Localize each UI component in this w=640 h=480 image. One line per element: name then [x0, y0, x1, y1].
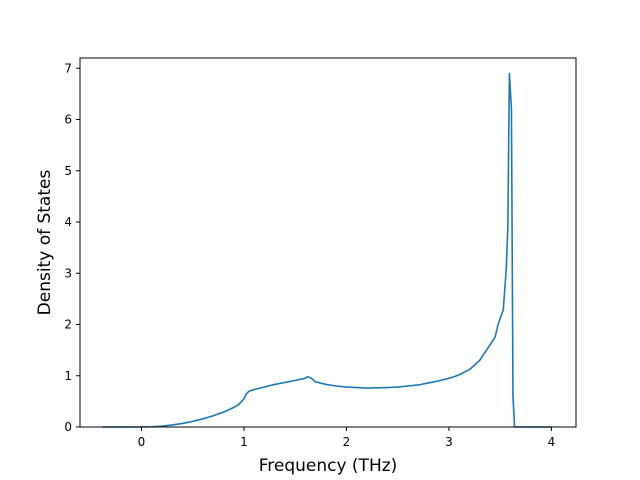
x-tick-label: 0: [138, 435, 146, 449]
dos-series-line: [102, 72, 552, 428]
y-tick-label: 1: [64, 369, 72, 383]
x-tick-label: 3: [445, 435, 453, 449]
x-tick-label: 2: [343, 435, 351, 449]
y-tick-label: 3: [64, 266, 72, 280]
axes-frame: [79, 57, 577, 428]
y-tick-label: 2: [64, 318, 72, 332]
plot-area: [102, 72, 552, 428]
x-axis-ticks: 0 1 2 3 4: [138, 427, 556, 449]
y-tick-label: 7: [64, 61, 72, 75]
y-tick-label: 0: [64, 420, 72, 434]
x-tick-label: 4: [548, 435, 556, 449]
x-tick-label: 1: [240, 435, 248, 449]
y-tick-label: 6: [64, 113, 72, 127]
y-axis-ticks: 0 1 2 3 4 5 6 7: [64, 61, 80, 434]
y-axis-label: Density of States: [35, 170, 55, 316]
y-tick-label: 5: [64, 164, 72, 178]
x-axis-label: Frequency (THz): [259, 456, 398, 476]
y-tick-label: 4: [64, 215, 72, 229]
